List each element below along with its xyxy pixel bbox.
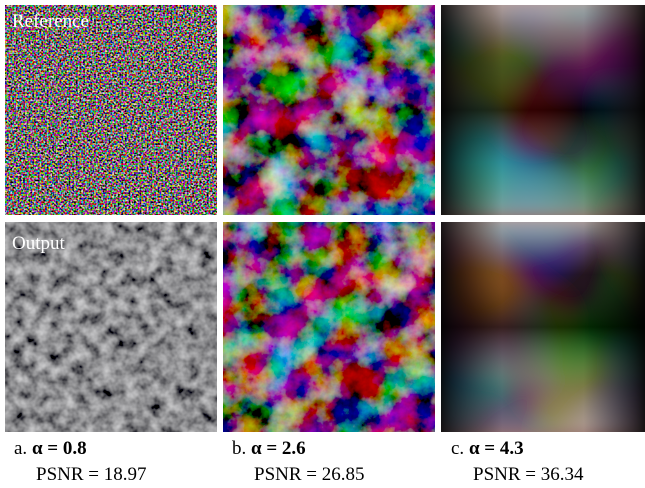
panel-b-reference: [223, 5, 435, 215]
panel-letter: a.: [14, 438, 27, 459]
image-grid: Reference Output: [0, 0, 645, 432]
caption: c. α = 4.3: [451, 438, 524, 460]
alpha: α = 4.3: [469, 438, 524, 459]
psnr: PSNR = 36.34: [473, 464, 584, 486]
row-label: Reference: [12, 11, 89, 32]
panel-c-output: [441, 222, 645, 432]
caption: b. α = 2.6: [232, 438, 306, 460]
caption: a. α = 0.8: [14, 438, 87, 460]
panel-a-reference: [5, 5, 217, 215]
figure: Reference Output a. α = 0.8 PSNR = 18.97…: [0, 0, 645, 488]
panel-letter: b.: [232, 438, 246, 459]
row-label: Output: [12, 233, 66, 254]
alpha: α = 2.6: [251, 438, 306, 459]
alpha: α = 0.8: [32, 438, 87, 459]
panel-letter: c.: [451, 438, 464, 459]
psnr: PSNR = 26.85: [254, 464, 365, 486]
panel-c-reference: [441, 5, 645, 215]
psnr: PSNR = 18.97: [36, 464, 147, 486]
panel-b-output: [223, 222, 435, 432]
